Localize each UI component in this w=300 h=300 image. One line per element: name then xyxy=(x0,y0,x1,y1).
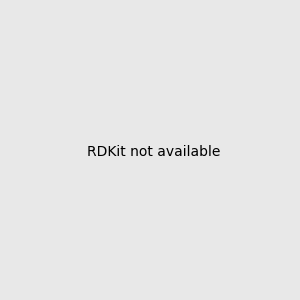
Text: RDKit not available: RDKit not available xyxy=(87,145,220,158)
